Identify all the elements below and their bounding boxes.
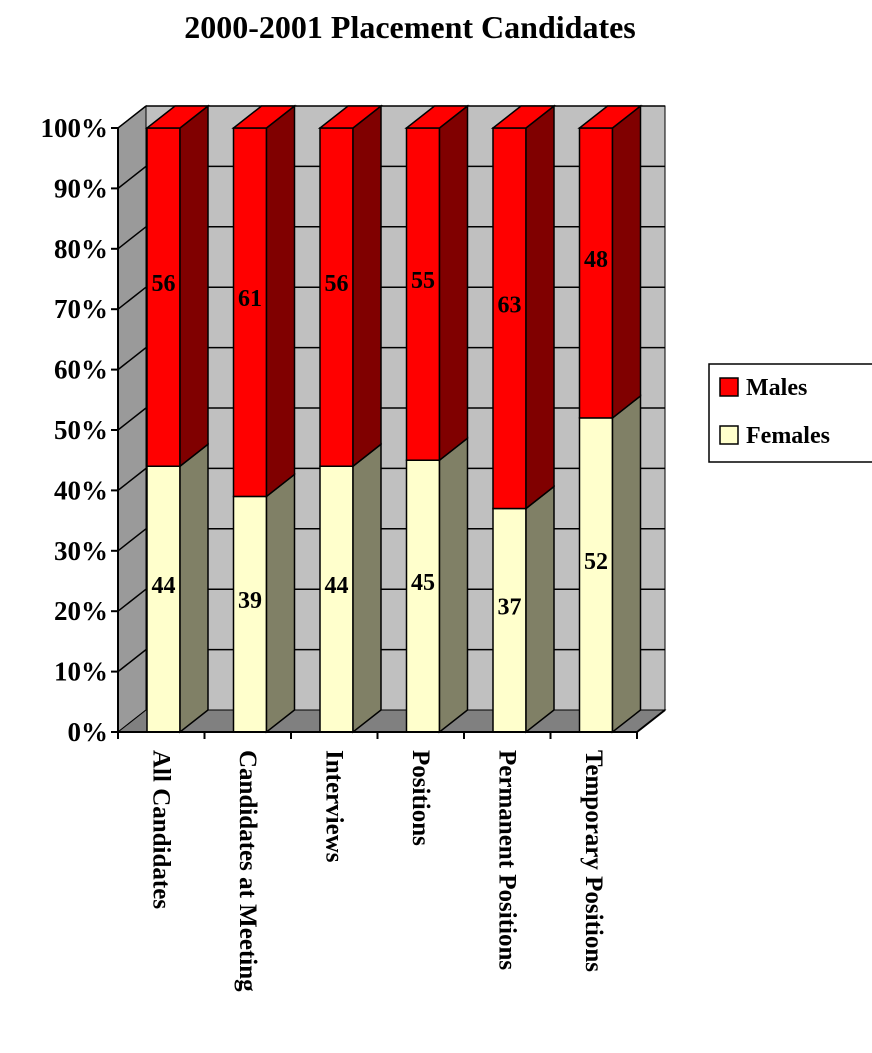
y-tick-label: 70% [54, 294, 108, 324]
data-label: 61 [238, 286, 262, 312]
legend-label: Females [746, 423, 830, 449]
data-label: 56 [325, 271, 349, 297]
gridline-side [117, 467, 147, 491]
y-tick-label: 40% [54, 475, 108, 505]
data-label: 55 [411, 268, 435, 294]
y-tick-label: 30% [54, 536, 108, 566]
x-category-label: Positions [407, 750, 434, 846]
bar-front [578, 127, 614, 419]
bar-segment: 45 [405, 436, 469, 734]
legend-label: Males [746, 375, 807, 401]
data-label: 56 [152, 271, 176, 297]
legend-swatch [719, 377, 739, 397]
gridline-side [117, 588, 147, 612]
bar-side [265, 104, 296, 498]
gridline-side [117, 226, 147, 250]
bar-segment: 37 [492, 484, 555, 734]
bar-side [611, 104, 642, 420]
x-axis-depth [636, 709, 666, 733]
grid-lines [117, 105, 665, 673]
y-tick-label: 10% [54, 657, 108, 687]
data-label: 45 [411, 570, 435, 596]
x-axis: All Candidates Candidates at Meeting Inter… [117, 709, 666, 992]
y-tick-label: 50% [54, 415, 108, 445]
data-label: 52 [584, 549, 608, 575]
data-label: 44 [325, 573, 349, 599]
bar-segment: 52 [578, 394, 642, 734]
y-tick-label: 60% [54, 355, 108, 385]
data-label: 37 [498, 594, 522, 620]
bar-side [352, 442, 382, 734]
legend: Males Females [708, 363, 872, 463]
y-tick-label: 0% [68, 717, 109, 747]
bar-front [578, 417, 614, 733]
bar-side [179, 442, 209, 734]
bar-top [577, 105, 643, 129]
y-axis: 0% 10% 20% 30% 40% 50% 60% 70% 80% 90% 100% [41, 113, 119, 747]
bar-segment: 61 [231, 104, 297, 498]
chart-title: 2000-2001 Placement Candidates [184, 9, 636, 45]
gridline-side [117, 286, 147, 310]
bar-front [146, 465, 181, 733]
x-category-label: Interviews [320, 750, 347, 863]
x-category-label: Temporary Positions [580, 750, 607, 972]
bar-side [352, 104, 382, 468]
data-label: 39 [238, 588, 262, 614]
bar-segment: 56 [317, 104, 384, 468]
bar-segment: 55 [404, 104, 470, 462]
bar-side [265, 472, 296, 734]
gridline-side [117, 528, 147, 552]
data-label: 63 [498, 292, 522, 318]
x-category-label: All Candidates [147, 750, 174, 909]
bar-top [231, 105, 297, 129]
bar-segment: 63 [490, 104, 557, 511]
bar-top [317, 105, 384, 129]
x-category-label: Candidates at Meeting [234, 750, 261, 992]
bar-segment: 39 [232, 472, 296, 734]
bars: 44 56 39 61 44 56 45 55 37 63 52 48 [144, 104, 643, 734]
data-label: 44 [152, 573, 176, 599]
bar-top [144, 105, 211, 129]
bar-front [232, 495, 268, 733]
bar-front [146, 127, 181, 467]
bar-segment: 44 [146, 442, 209, 734]
y-tick-label: 90% [54, 173, 108, 203]
bar-side [438, 104, 469, 462]
y-tick-label: 20% [54, 596, 108, 626]
gridline-side [117, 347, 147, 371]
x-category-label: Permanent Positions [493, 750, 520, 970]
bar-segment: 56 [144, 104, 211, 468]
bar-segment: 44 [319, 442, 382, 734]
bar-segment: 48 [577, 104, 643, 420]
bar-front [319, 127, 354, 467]
bar-side [438, 436, 469, 734]
gridline-side [117, 407, 147, 431]
gridline-side [117, 649, 147, 673]
data-label: 48 [584, 247, 608, 273]
bar-front [232, 127, 268, 498]
bar-side [611, 394, 642, 734]
bar-side [179, 104, 209, 468]
legend-swatch [719, 425, 739, 445]
gridline-side [117, 105, 147, 129]
bar-top [490, 105, 557, 129]
y-tick-label: 100% [41, 113, 109, 143]
bar-side [525, 104, 555, 511]
bar-top [404, 105, 470, 129]
bar-side [525, 484, 555, 734]
gridline-side [117, 165, 147, 189]
y-tick-label: 80% [54, 234, 108, 264]
